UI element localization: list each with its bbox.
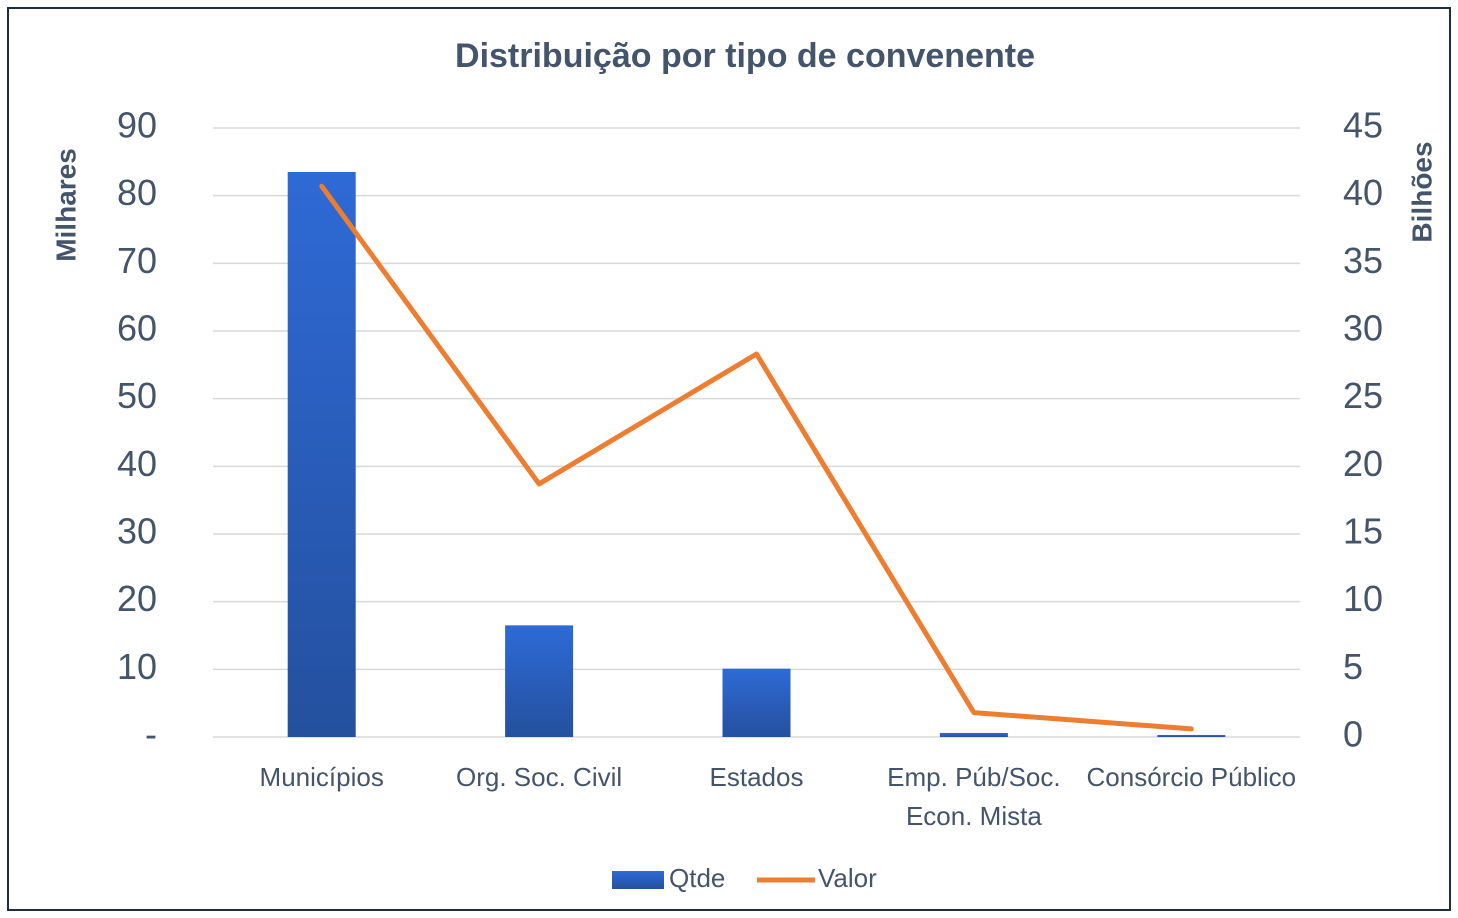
y2-tick-label: 15 bbox=[1343, 511, 1383, 552]
legend-swatch bbox=[612, 871, 664, 889]
y-tick-label: 80 bbox=[117, 172, 157, 213]
x-tick-label: Municípios bbox=[259, 762, 384, 792]
y-tick-label: - bbox=[145, 714, 157, 755]
line bbox=[319, 183, 1194, 732]
y2-tick-label: 40 bbox=[1343, 172, 1383, 213]
y-tick-label: 20 bbox=[117, 578, 157, 619]
chart-title: Distribuição por tipo de convenente bbox=[455, 37, 1035, 75]
y2-axis-title: Bilhões bbox=[1406, 141, 1437, 242]
y2-tick-label: 30 bbox=[1343, 308, 1383, 349]
y-tick-label: 70 bbox=[117, 240, 157, 281]
y2-tick-label: 10 bbox=[1343, 578, 1383, 619]
x-tick-label: Estados bbox=[709, 762, 804, 792]
y-tick-label: 30 bbox=[117, 511, 157, 552]
y2-tick-label: 35 bbox=[1343, 240, 1383, 281]
y2-tick-label: 45 bbox=[1343, 105, 1383, 146]
bar bbox=[1157, 734, 1226, 737]
y-tick-label: 40 bbox=[117, 443, 157, 484]
bar bbox=[722, 668, 791, 737]
x-tick-label: Org. Soc. Civil bbox=[456, 762, 623, 792]
y-tick-label: 10 bbox=[117, 646, 157, 687]
x-tick-label: Consórcio Público bbox=[1086, 762, 1297, 792]
y2-tick-label: 25 bbox=[1343, 375, 1383, 416]
legend-label: Valor bbox=[818, 863, 877, 893]
y-tick-label: 90 bbox=[117, 105, 157, 146]
chart-border bbox=[7, 7, 1451, 911]
y2-tick-label: 0 bbox=[1343, 714, 1363, 755]
x-tick-label: Emp. Púb/Soc. Econ. Mista bbox=[887, 762, 1061, 831]
y-tick-label: 50 bbox=[117, 375, 157, 416]
y-axis-title: Milhares bbox=[50, 148, 81, 262]
y2-tick-label: 20 bbox=[1343, 443, 1383, 484]
bar bbox=[505, 625, 574, 737]
legend-label: Qtde bbox=[669, 863, 725, 893]
bar bbox=[939, 732, 1008, 737]
bar bbox=[287, 171, 356, 737]
y-tick-label: 60 bbox=[117, 308, 157, 349]
y2-tick-label: 5 bbox=[1343, 646, 1363, 687]
